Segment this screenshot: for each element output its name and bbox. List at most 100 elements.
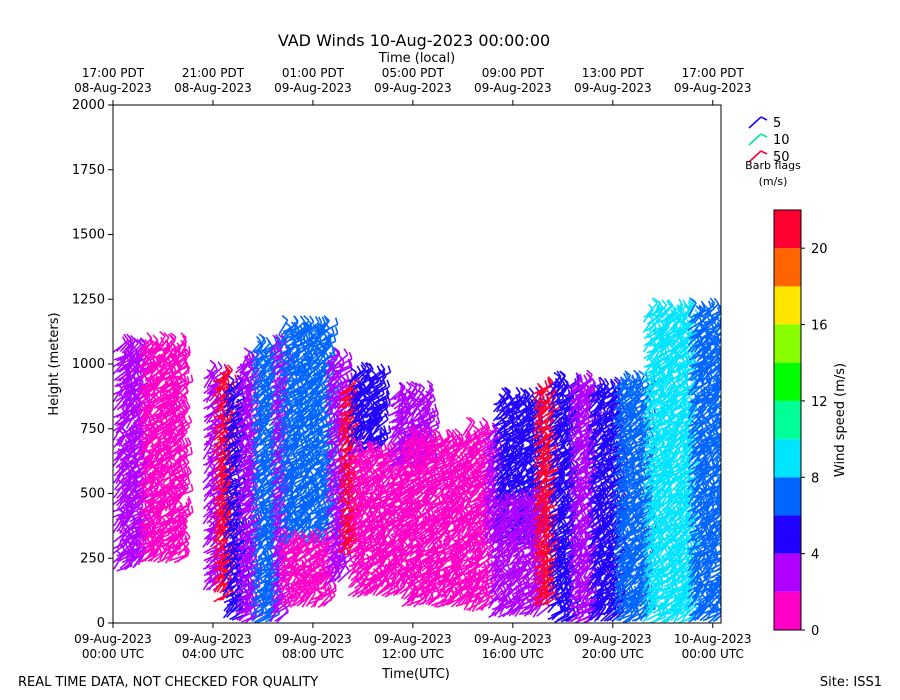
wind-barb: [221, 548, 236, 559]
wind-barb-flag: [122, 377, 129, 384]
wind-barb: [235, 368, 246, 383]
wind-barb: [116, 512, 126, 528]
wind-barb: [177, 471, 192, 483]
wind-barb: [177, 367, 191, 381]
wind-barb: [219, 512, 231, 527]
wind-barb: [242, 412, 258, 421]
wind-barb: [144, 416, 155, 431]
wind-barb: [174, 422, 185, 438]
wind-barb-flag: [136, 338, 142, 346]
wind-barb: [159, 393, 175, 402]
wind-barb: [177, 389, 189, 404]
wind-barb: [236, 551, 253, 558]
wind-barb-flag: [217, 361, 223, 368]
wind-barb-flag: [169, 332, 177, 338]
wind-barb-flag: [227, 375, 235, 381]
wind-barb-flag: [256, 336, 262, 343]
wind-barb: [150, 393, 165, 404]
wind-barb: [215, 423, 229, 436]
wind-barb: [153, 474, 164, 489]
wind-barb: [162, 447, 173, 463]
wind-barb-flag: [179, 392, 186, 398]
wind-barb: [219, 371, 231, 385]
wind-barb: [161, 501, 178, 510]
wind-barb-flag: [309, 315, 315, 323]
wind-barb: [143, 462, 155, 477]
wind-barb: [137, 531, 149, 546]
wind-barb: [229, 380, 242, 393]
wind-barb-flag: [187, 496, 192, 504]
wind-barb-flag: [343, 348, 349, 356]
wind-barb: [239, 398, 256, 405]
wind-barb-flag: [181, 483, 188, 490]
wind-barb: [152, 359, 165, 373]
wind-barb-flag: [246, 361, 253, 367]
wind-barb: [131, 495, 142, 510]
wind-barb: [164, 532, 180, 542]
wind-barb: [225, 402, 235, 418]
wind-barb: [113, 447, 125, 462]
wind-barb: [206, 396, 218, 411]
wind-barb: [206, 374, 216, 390]
wind-barb-flag: [186, 375, 190, 384]
wind-barb: [202, 510, 214, 525]
wind-barb: [144, 535, 157, 549]
wind-barb: [155, 335, 166, 351]
wind-barb: [146, 381, 159, 395]
wind-barb: [240, 536, 252, 551]
wind-barb-flag: [133, 337, 139, 345]
wind-barb-flag: [171, 421, 178, 429]
wind-barb: [140, 337, 153, 351]
wind-barb: [203, 565, 218, 577]
wind-barb: [176, 396, 186, 412]
wind-barb: [147, 432, 159, 446]
wind-barb: [156, 413, 172, 424]
wind-barb: [222, 472, 239, 481]
wind-barb: [153, 371, 168, 382]
wind-barb: [138, 344, 150, 358]
wind-barb: [170, 520, 185, 533]
wind-barb: [149, 489, 166, 497]
wind-barb-flag: [184, 456, 190, 463]
wind-barb-flag: [187, 476, 191, 484]
wind-barb: [171, 388, 182, 403]
wind-barb: [177, 442, 192, 455]
wind-barb: [209, 366, 223, 379]
wind-barb: [177, 475, 190, 490]
wind-barb: [247, 440, 259, 455]
wind-barb: [126, 554, 136, 569]
wind-barb: [248, 369, 260, 383]
wind-barb: [150, 505, 163, 519]
wind-barb: [177, 520, 188, 535]
wind-barb: [150, 497, 166, 506]
wind-barb: [225, 379, 235, 395]
wind-barb: [213, 495, 228, 506]
wind-barb: [122, 520, 136, 533]
wind-barb-flag: [187, 465, 192, 473]
wind-barb-flag: [153, 377, 161, 384]
wind-barb: [174, 532, 186, 547]
wind-barb: [121, 435, 135, 448]
wind-barb: [125, 423, 141, 433]
wind-barb: [235, 572, 250, 583]
wind-barb: [176, 526, 188, 540]
wind-barb: [242, 530, 257, 541]
wind-barb: [235, 604, 250, 616]
wind-barb: [177, 489, 194, 498]
wind-barb: [140, 366, 152, 381]
wind-barb-flag: [185, 548, 190, 556]
wind-barb: [170, 479, 184, 492]
wind-barb: [119, 389, 133, 403]
wind-barb: [176, 431, 188, 445]
wind-barb: [125, 402, 138, 416]
wind-barb: [229, 552, 240, 567]
top-axis-label: Time (local): [378, 51, 455, 66]
wind-barb: [162, 522, 177, 534]
wind-barb: [202, 533, 213, 548]
wind-barb: [134, 451, 146, 466]
wind-barb: [171, 474, 187, 484]
wind-barb: [170, 443, 185, 454]
wind-barb: [174, 363, 189, 375]
wind-barb-flag: [152, 334, 159, 341]
